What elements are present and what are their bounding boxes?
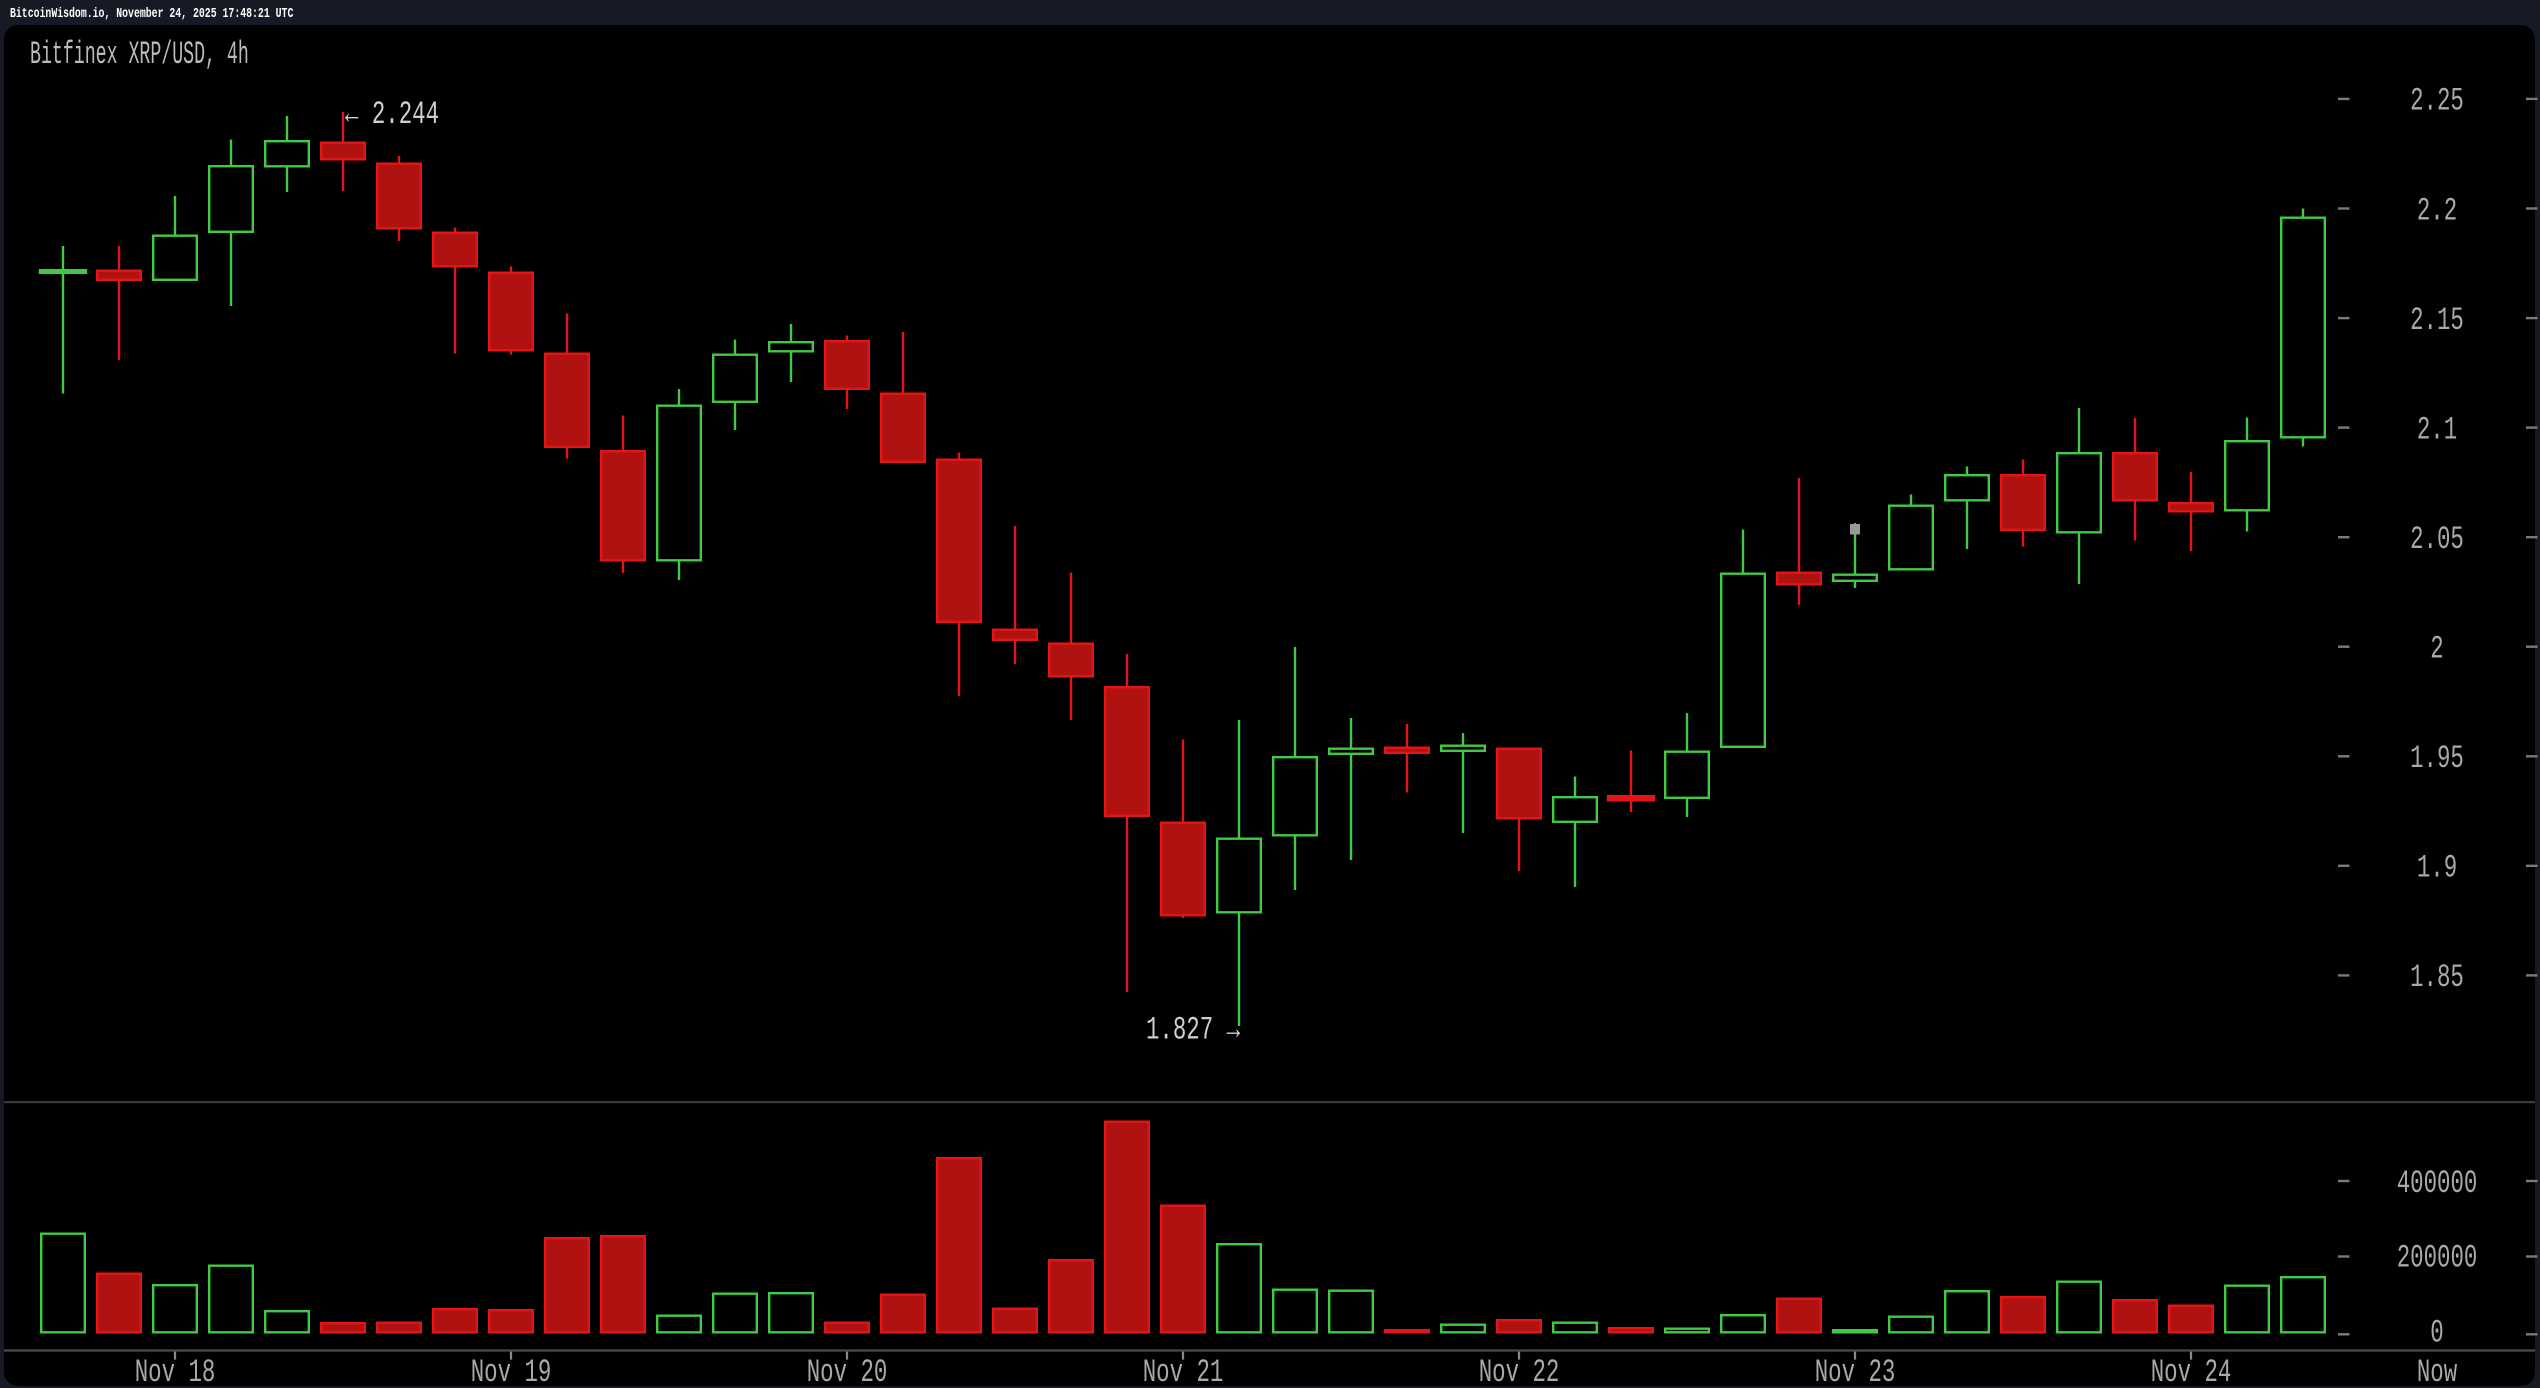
svg-text:Nov 19: Nov 19	[471, 1355, 552, 1388]
svg-text:1.85: 1.85	[2410, 961, 2464, 997]
svg-text:Nov 24: Nov 24	[2151, 1355, 2232, 1388]
svg-text:2.2: 2.2	[2417, 194, 2457, 230]
svg-text:Nov 23: Nov 23	[1815, 1355, 1896, 1388]
svg-text:400000: 400000	[2397, 1166, 2478, 1202]
svg-text:0: 0	[2430, 1316, 2443, 1352]
svg-text:Bitfinex XRP/USD, 4h: Bitfinex XRP/USD, 4h	[30, 36, 249, 73]
svg-text:1.95: 1.95	[2410, 742, 2464, 778]
svg-text:2.25: 2.25	[2410, 84, 2464, 120]
svg-text:← 2.244: ← 2.244	[345, 97, 439, 133]
svg-text:Nov 22: Nov 22	[1479, 1355, 1560, 1388]
svg-text:2: 2	[2430, 632, 2443, 668]
svg-text:BitcoinWisdom.io, November 24,: BitcoinWisdom.io, November 24, 2025 17:4…	[10, 6, 293, 22]
svg-text:2.1: 2.1	[2417, 413, 2457, 449]
svg-text:Now: Now	[2417, 1355, 2458, 1388]
svg-text:Nov 21: Nov 21	[1143, 1355, 1224, 1388]
svg-text:Nov 18: Nov 18	[135, 1355, 216, 1388]
svg-text:1.827 →: 1.827 →	[1146, 1013, 1240, 1049]
svg-text:2.05: 2.05	[2410, 523, 2464, 559]
svg-text:2.15: 2.15	[2410, 303, 2464, 339]
svg-text:1.9: 1.9	[2417, 851, 2457, 887]
svg-text:200000: 200000	[2397, 1241, 2478, 1277]
svg-text:Nov 20: Nov 20	[807, 1355, 888, 1388]
